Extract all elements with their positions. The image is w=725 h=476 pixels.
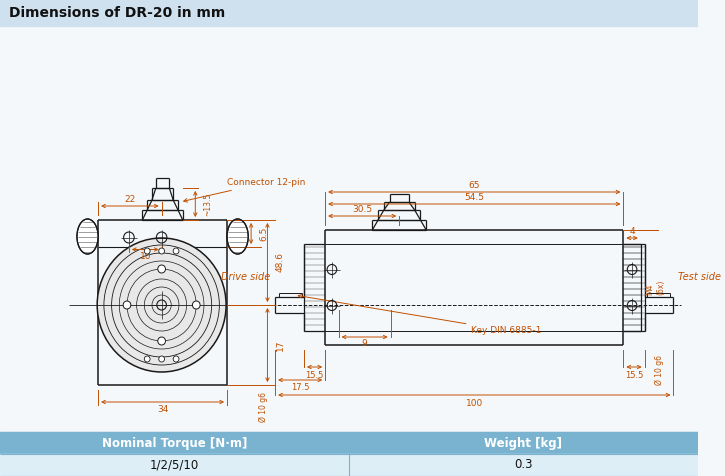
Text: Ø 10 g6: Ø 10 g6 (259, 392, 268, 422)
Circle shape (97, 238, 226, 372)
Text: Dimensions of DR-20 in mm: Dimensions of DR-20 in mm (9, 6, 225, 20)
Bar (349, 454, 697, 476)
Text: 48.6: 48.6 (276, 252, 284, 272)
Text: 4: 4 (629, 228, 635, 237)
Ellipse shape (77, 219, 98, 254)
Circle shape (173, 248, 179, 254)
Text: 17.5: 17.5 (291, 384, 310, 393)
Circle shape (159, 248, 165, 254)
Text: Key DIN 6885-1: Key DIN 6885-1 (298, 295, 542, 335)
Bar (0, 432, 349, 454)
Text: 34: 34 (157, 406, 168, 415)
Bar (0, 0, 697, 26)
Text: 6.5: 6.5 (259, 226, 268, 241)
Text: 15.5: 15.5 (625, 370, 643, 379)
Text: Connector 12-pin: Connector 12-pin (183, 178, 305, 202)
Text: Ø 10 g6: Ø 10 g6 (655, 355, 663, 385)
Text: Weight [kg]: Weight [kg] (484, 436, 563, 449)
Text: Nominal Torque [N·m]: Nominal Torque [N·m] (102, 436, 247, 449)
Text: ~13.5: ~13.5 (203, 192, 212, 216)
Text: 30.5: 30.5 (352, 205, 372, 214)
Text: 100: 100 (465, 398, 483, 407)
Circle shape (144, 356, 150, 362)
Text: 17: 17 (276, 339, 284, 351)
Circle shape (158, 265, 165, 273)
Circle shape (158, 337, 165, 345)
Text: Test side: Test side (679, 272, 721, 282)
Circle shape (173, 356, 179, 362)
Circle shape (123, 301, 130, 309)
Text: 15.5: 15.5 (305, 370, 324, 379)
Ellipse shape (227, 219, 248, 254)
Text: 65: 65 (468, 180, 480, 189)
Circle shape (192, 301, 200, 309)
Text: Drive side: Drive side (221, 272, 270, 282)
Text: 10: 10 (139, 252, 151, 261)
Circle shape (159, 356, 165, 362)
Text: 0.3: 0.3 (514, 458, 533, 472)
Bar (0, 454, 349, 476)
Text: 54.5: 54.5 (464, 192, 484, 201)
Text: 9: 9 (362, 339, 368, 348)
Text: M4
(6x): M4 (6x) (645, 280, 665, 295)
Bar (349, 432, 697, 454)
Circle shape (144, 248, 150, 254)
Text: 1/2/5/10: 1/2/5/10 (150, 458, 199, 472)
Text: 22: 22 (124, 196, 136, 205)
